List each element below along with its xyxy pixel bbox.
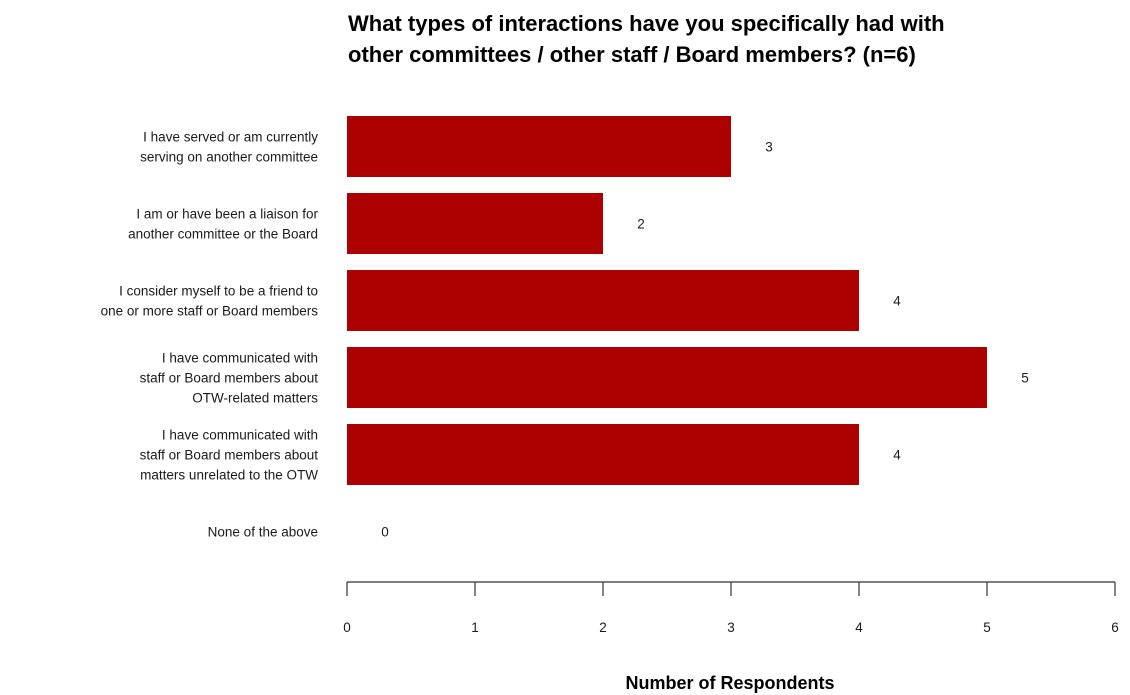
category-label: None of the above bbox=[208, 525, 318, 540]
bar bbox=[347, 270, 859, 331]
x-tick-label: 3 bbox=[727, 620, 735, 635]
x-tick-label: 0 bbox=[343, 620, 351, 635]
category-label: I consider myself to be a friend to bbox=[119, 284, 318, 299]
bars bbox=[347, 116, 987, 485]
category-label: staff or Board members about bbox=[140, 371, 319, 386]
bar bbox=[347, 193, 603, 254]
category-label: OTW-related matters bbox=[192, 391, 318, 406]
value-label: 5 bbox=[1021, 371, 1029, 386]
value-labels: 3 2 4 5 4 0 bbox=[381, 140, 1029, 540]
value-label: 4 bbox=[893, 448, 901, 463]
category-label: I have communicated with bbox=[162, 351, 318, 366]
category-labels: I have served or am currently serving on … bbox=[101, 130, 319, 540]
value-label: 0 bbox=[381, 525, 389, 540]
chart-title: What types of interactions have you spec… bbox=[348, 11, 945, 67]
chart-title-line: other committees / other staff / Board m… bbox=[348, 42, 916, 67]
chart-title-line: What types of interactions have you spec… bbox=[348, 11, 945, 36]
category-label: serving on another committee bbox=[140, 150, 318, 165]
bar bbox=[347, 424, 859, 485]
x-tick-label: 4 bbox=[855, 620, 863, 635]
x-tick-label: 5 bbox=[983, 620, 991, 635]
category-label: one or more staff or Board members bbox=[101, 304, 319, 319]
x-axis-label: Number of Respondents bbox=[625, 673, 834, 693]
bar bbox=[347, 347, 987, 408]
value-label: 3 bbox=[765, 140, 773, 155]
x-axis: 0 1 2 3 4 5 6 bbox=[343, 581, 1119, 635]
x-tick-label: 1 bbox=[471, 620, 479, 635]
value-label: 4 bbox=[893, 294, 901, 309]
x-tick-label: 2 bbox=[599, 620, 607, 635]
category-label: I have served or am currently bbox=[143, 130, 318, 145]
category-label: another committee or the Board bbox=[128, 227, 318, 242]
category-label: I have communicated with bbox=[162, 428, 318, 443]
category-label: I am or have been a liaison for bbox=[136, 207, 318, 222]
bar bbox=[347, 116, 731, 177]
x-tick-label: 6 bbox=[1111, 620, 1119, 635]
category-label: staff or Board members about bbox=[140, 448, 319, 463]
value-label: 2 bbox=[637, 217, 645, 232]
category-label: matters unrelated to the OTW bbox=[140, 468, 318, 483]
